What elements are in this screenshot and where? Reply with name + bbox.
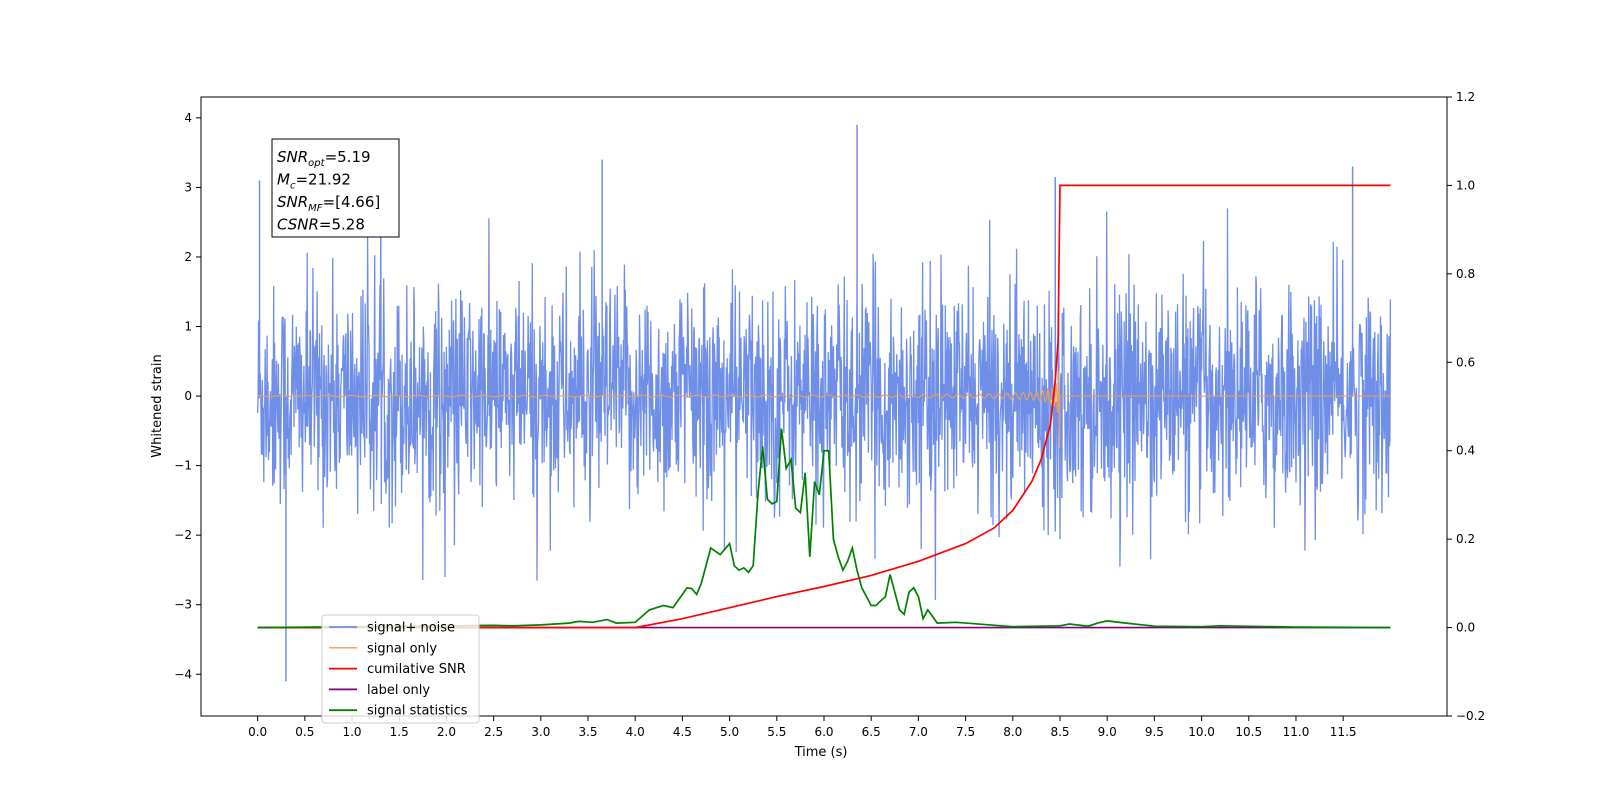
x-tick-label: 0.0 (248, 725, 267, 739)
y2-tick-label: 0.8 (1456, 267, 1475, 281)
y-tick-label: 1 (184, 320, 192, 334)
y-axis-label: Whitened strain (150, 354, 165, 457)
y2-tick-label: 0.0 (1456, 621, 1475, 635)
y2-tick-label: 1.0 (1456, 178, 1475, 192)
y-tick-label: −3 (174, 598, 192, 612)
legend-label: signal+ noise (367, 621, 455, 636)
x-tick-label: 7.5 (956, 725, 975, 739)
series-signal-noise (256, 189, 1392, 601)
x-tick-label: 2.5 (484, 725, 503, 739)
x-tick-label: 9.0 (1098, 725, 1117, 739)
x-tick-label: 7.0 (909, 725, 928, 739)
x-tick-label: 4.5 (673, 725, 692, 739)
y2-tick-label: 0.6 (1456, 355, 1475, 369)
x-tick-label: 11.5 (1330, 725, 1357, 739)
y-axis-left: 4 3 2 1 0 −1 −2 −3 −4 (174, 111, 201, 681)
x-tick-label: 10.5 (1235, 725, 1262, 739)
x-tick-label: 6.5 (862, 725, 881, 739)
annotation-line: SNRMF=[4.66] (277, 193, 380, 214)
y-tick-label: 2 (184, 250, 192, 264)
series-signal-statistics (257, 428, 1391, 629)
y2-tick-label: 0.2 (1456, 532, 1475, 546)
y-axis-right: 1.2 1.0 0.8 0.6 0.4 0.2 0.0 −0.2 (1447, 90, 1485, 723)
x-tick-label: 8.0 (1003, 725, 1022, 739)
annotation-line: SNRopt=5.19 (277, 148, 371, 169)
x-tick-label: 3.0 (531, 725, 550, 739)
y-tick-label: 0 (184, 389, 192, 403)
annotation-line: CSNR=5.28 (277, 216, 365, 234)
y2-tick-label: 1.2 (1456, 90, 1475, 104)
annotation-line: Mc=21.92 (277, 171, 351, 192)
y2-tick-label: 0.4 (1456, 444, 1475, 458)
x-tick-label: 5.5 (767, 725, 786, 739)
series-cumulative-snr (257, 184, 1391, 629)
x-tick-label: 8.5 (1050, 725, 1069, 739)
x-tick-label: 11.0 (1283, 725, 1310, 739)
y-tick-label: 4 (184, 111, 192, 125)
legend-label: signal only (367, 641, 437, 656)
y-tick-label: 3 (184, 180, 192, 194)
x-tick-label: 4.0 (626, 725, 645, 739)
y-tick-label: −4 (174, 667, 192, 681)
x-tick-label: 5.0 (720, 725, 739, 739)
y2-tick-label: −0.2 (1456, 709, 1485, 723)
legend-label: signal statistics (367, 704, 468, 719)
x-tick-label: 1.0 (342, 725, 361, 739)
y-tick-label: −1 (174, 459, 192, 473)
series-signal-only (257, 371, 1391, 449)
x-tick-label: 3.5 (578, 725, 597, 739)
x-tick-label: 9.5 (1145, 725, 1164, 739)
x-tick-label: 0.5 (295, 725, 314, 739)
legend-label: cumilative SNR (367, 662, 466, 677)
x-axis: 0.0 0.5 1.0 1.5 2.0 2.5 3.0 3.5 4.0 4.5 5.0 5.5 6.0 6… (248, 716, 1357, 739)
legend-label: label only (367, 683, 430, 698)
legend: signal+ noise signal only cumilative SNR la… (321, 614, 480, 724)
x-tick-label: 6.0 (814, 725, 833, 739)
x-tick-label: 1.5 (390, 725, 409, 739)
x-tick-label: 10.0 (1188, 725, 1215, 739)
x-tick-label: 2.0 (437, 725, 456, 739)
y-tick-label: −2 (174, 528, 192, 542)
x-axis-label: Time (s) (794, 745, 848, 760)
